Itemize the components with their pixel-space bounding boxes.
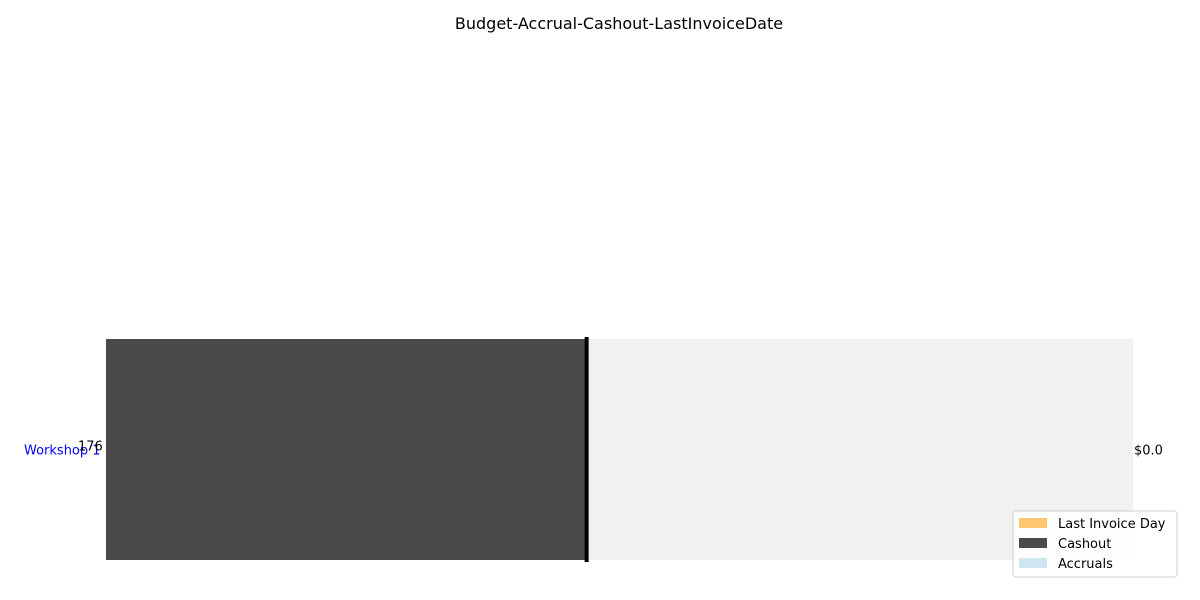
cashout-bar [106, 339, 587, 560]
category-label: Workshop 1 [24, 444, 101, 459]
legend-label-accruals: Accruals [1058, 557, 1113, 572]
chart-title: Budget-Accrual-Cashout-LastInvoiceDate [455, 14, 783, 33]
legend-label-last-invoice-day: Last Invoice Day [1058, 517, 1166, 532]
legend-box [1012, 510, 1178, 578]
legend-swatch-cashout [1019, 538, 1047, 548]
legend-swatch-accruals [1019, 558, 1047, 568]
end-value-label: $0.0 [1134, 444, 1163, 459]
budget-value-label: 176 [78, 440, 103, 455]
legend-label-cashout: Cashout [1058, 537, 1111, 552]
legend-swatch-last-invoice-day [1019, 518, 1047, 528]
legend: Last Invoice Day Cashout Accruals [1012, 510, 1178, 578]
